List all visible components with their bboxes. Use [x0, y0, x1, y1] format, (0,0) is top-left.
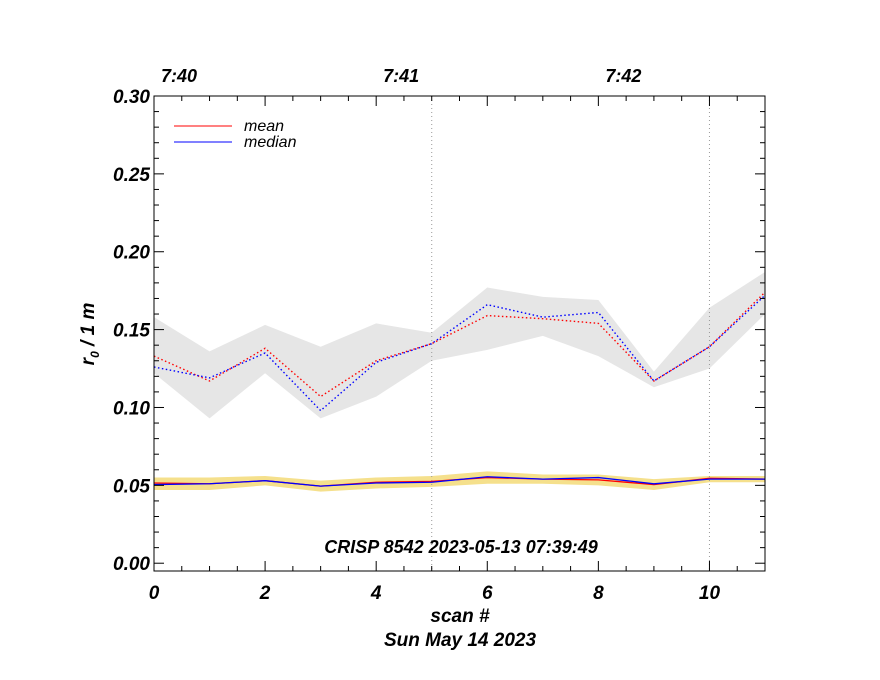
legend: mean median: [174, 118, 297, 151]
y-tick-label: 0.05: [113, 476, 150, 497]
y-tick-label: 0.00: [113, 554, 150, 575]
tick-labels: 0.00 0.05 0.10 0.15 0.20 0.25 0.30 0 2 4 6 8 10 7:40 7…: [113, 66, 720, 604]
y-axis-label: r0 / 1 m: [78, 303, 102, 366]
y-tick-label: 0.30: [113, 87, 150, 108]
band-0: [154, 271, 765, 419]
chart-annotation: CRISP 8542 2023-05-13 07:39:49: [324, 537, 598, 557]
y-tick-label: 0.15: [113, 321, 150, 342]
axis-ticks: [153, 95, 766, 571]
x-tick-label: 10: [699, 583, 721, 604]
x-tick-label: 0: [149, 583, 160, 604]
x-axis-label: scan #: [430, 606, 490, 627]
legend-mean-label: mean: [244, 118, 284, 135]
data-lines: [153, 291, 766, 487]
x-tick-label: 6: [482, 583, 493, 604]
series-line-median-dotted: [153, 294, 766, 412]
y-tick-label: 0.20: [113, 243, 150, 264]
x-tick-label: 8: [593, 583, 604, 604]
uncertainty-bands: [154, 271, 765, 492]
x-tick-label: 2: [259, 583, 271, 604]
x-tick-label: 4: [370, 583, 382, 604]
y-tick-label: 0.25: [113, 165, 150, 186]
legend-median-label: median: [244, 134, 297, 151]
date-label: Sun May 14 2023: [384, 630, 537, 651]
top-time-label: 7:40: [161, 66, 197, 86]
y-tick-label: 0.10: [113, 398, 150, 419]
series-line-median-solid: [153, 476, 765, 487]
band-1: [154, 471, 765, 492]
top-time-label: 7:41: [383, 66, 419, 86]
top-time-label: 7:42: [605, 66, 641, 86]
